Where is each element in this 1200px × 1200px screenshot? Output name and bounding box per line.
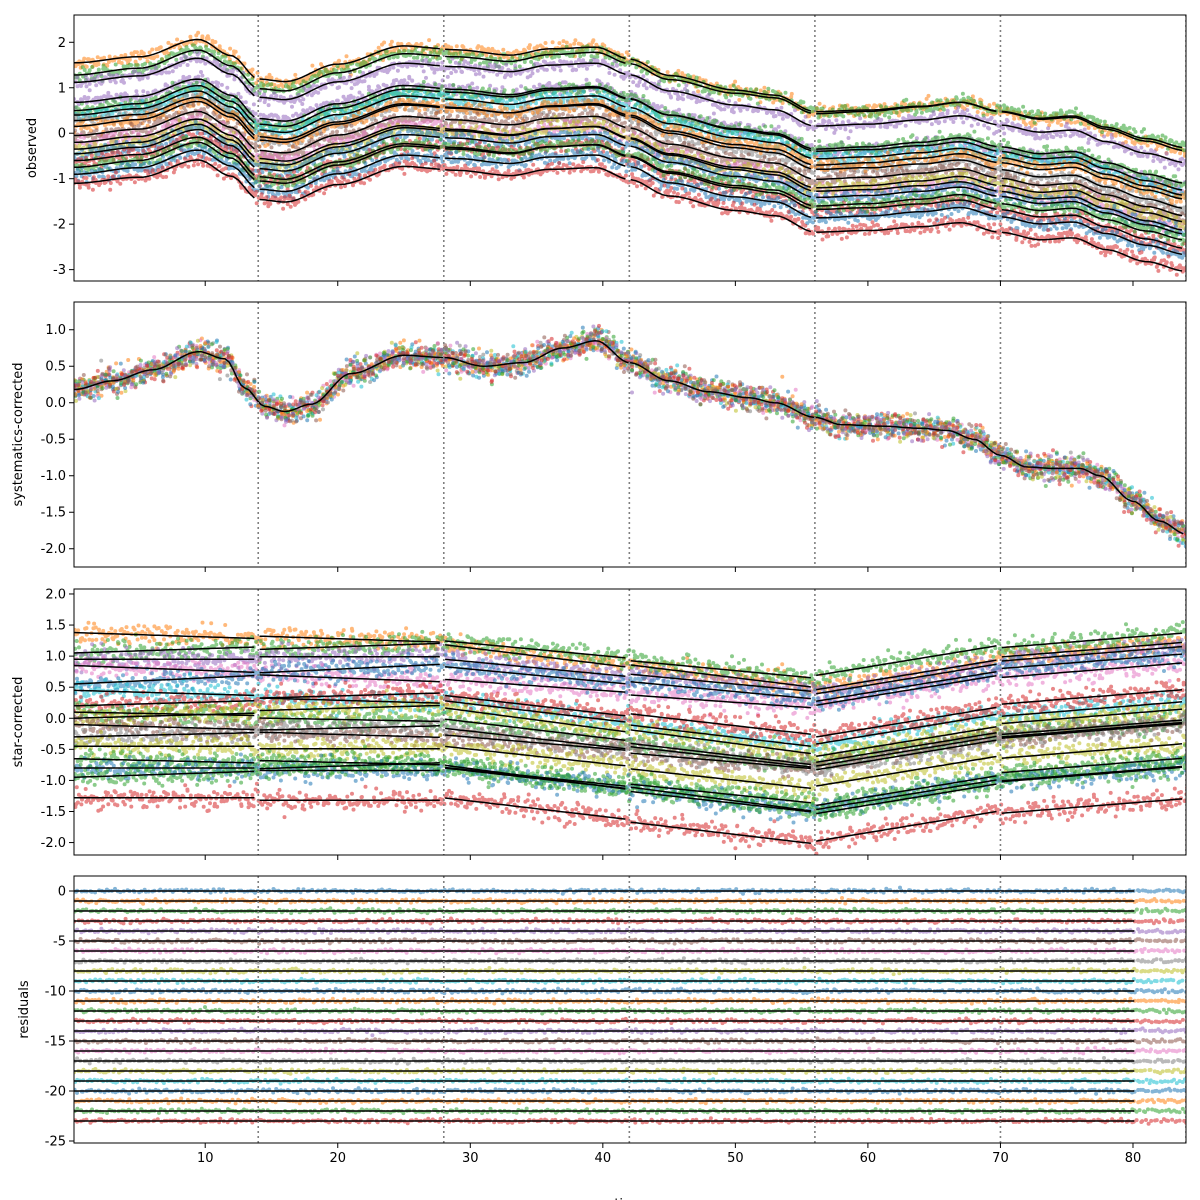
fit-line — [74, 84, 1183, 184]
y-tick-label: -1.0 — [41, 774, 66, 789]
y-tick-label: 2 — [58, 36, 66, 51]
plot-area-systematics-corrected — [74, 323, 1186, 549]
y-tick-label: -25 — [45, 1135, 66, 1150]
plot-area-observed — [74, 30, 1186, 277]
x-tick-label: 70 — [992, 1151, 1009, 1166]
fit-line — [74, 797, 1183, 845]
x-tick-label: 10 — [197, 1151, 214, 1166]
plot-frame-residuals — [73, 875, 1187, 1144]
fit-line — [74, 743, 1183, 790]
panels: 210-1-2-3observed1.00.50.0-0.5-1.0-1.5-2… — [11, 14, 1187, 1167]
y-tick-label: -1.5 — [41, 506, 66, 521]
y-axis-label: residuals — [17, 980, 32, 1039]
y-tick-label: -0.5 — [41, 743, 66, 758]
fit-line — [74, 90, 1183, 196]
y-tick-label: 1.0 — [45, 650, 66, 665]
x-axis-label: time — [614, 1197, 643, 1200]
y-tick-label: 1 — [58, 81, 66, 96]
fit-line — [74, 159, 1183, 272]
y-tick-label: -3 — [53, 263, 66, 278]
y-tick-label: 1.0 — [45, 323, 66, 338]
y-tick-label: -1.0 — [41, 469, 66, 484]
axes-frame-systematics-corrected: 1.0 0.5 0.0 -0.5 -1.0 -1.5 -2.0 systematics-cor… — [11, 323, 1134, 572]
axes-frame-star-corrected: 2.0 1.5 1.0 0.5 0.0 -0.5 -1.0 -1.5 -2.0 star-corr… — [11, 587, 1134, 860]
y-tick-label: 0 — [58, 885, 66, 900]
plot-frame-observed — [73, 14, 1187, 282]
axes-frame-residuals: 0 -5 -10 -15 -20 -25 10 20 30 40 50 60 70 80 residuals — [17, 885, 1141, 1167]
y-tick-label: 0.5 — [45, 360, 66, 375]
fit-line — [74, 128, 1183, 235]
fit-line — [74, 57, 1183, 164]
y-tick-label: -2.0 — [41, 836, 66, 851]
y-tick-label: -0.5 — [41, 433, 66, 448]
axes-frame-observed: 2 1 0 -1 -2 -3 observed — [25, 36, 1134, 286]
y-axis-label: star-corrected — [11, 677, 26, 768]
y-tick-label: 2.0 — [45, 587, 66, 602]
fit-line — [74, 110, 1183, 217]
fit-line — [74, 149, 1183, 256]
plot-frame-systematics-corrected — [73, 301, 1187, 568]
fit-line — [74, 645, 1183, 695]
fit-line — [74, 711, 1183, 766]
fit-line — [74, 689, 1183, 748]
plot-area-star-corrected — [74, 620, 1186, 855]
fit-line — [74, 689, 1183, 738]
y-tick-label: 1.5 — [45, 619, 66, 634]
y-tick-label: -2 — [53, 218, 66, 233]
fit-line — [74, 123, 1183, 223]
fit-line — [74, 762, 1183, 815]
fit-line — [74, 38, 1183, 152]
y-tick-label: 0.0 — [45, 396, 66, 411]
x-tick-label: 40 — [595, 1151, 612, 1166]
y-axis-label: systematics-corrected — [11, 362, 26, 506]
y-tick-label: -1 — [53, 172, 66, 187]
plot-frame-star-corrected — [73, 588, 1187, 856]
fit-line — [74, 704, 1183, 758]
fit-line — [74, 49, 1183, 149]
y-tick-label: -5 — [53, 935, 66, 950]
segment-boundaries — [257, 15, 1186, 281]
x-tick-label: 60 — [860, 1151, 877, 1166]
x-tick-label: 50 — [727, 1151, 744, 1166]
y-tick-label: 0 — [58, 127, 66, 142]
plot-area-residuals — [74, 885, 1186, 1126]
x-tick-label: 30 — [462, 1151, 479, 1166]
fit-line — [74, 766, 1183, 813]
x-tick-label: 20 — [329, 1151, 346, 1166]
fit-line — [74, 653, 1183, 703]
y-tick-label: -10 — [45, 985, 66, 1000]
fit-line — [74, 141, 1183, 241]
segment-boundaries — [257, 302, 1186, 567]
fit-line — [74, 631, 1183, 691]
x-tick-label: 80 — [1125, 1151, 1142, 1166]
fit-line — [74, 100, 1183, 200]
fit-line — [74, 662, 1183, 709]
y-axis-label: observed — [25, 118, 40, 178]
y-tick-label: -1.5 — [41, 805, 66, 820]
y-tick-label: 0.0 — [45, 712, 66, 727]
y-tick-label: 0.5 — [45, 681, 66, 696]
fit-line — [74, 723, 1183, 770]
y-tick-label: -15 — [45, 1035, 66, 1050]
segment-boundaries — [257, 589, 1186, 855]
fit-line — [74, 632, 1183, 679]
y-tick-label: -2.0 — [41, 542, 66, 557]
fit-line — [74, 721, 1183, 771]
y-tick-label: -20 — [45, 1085, 66, 1100]
